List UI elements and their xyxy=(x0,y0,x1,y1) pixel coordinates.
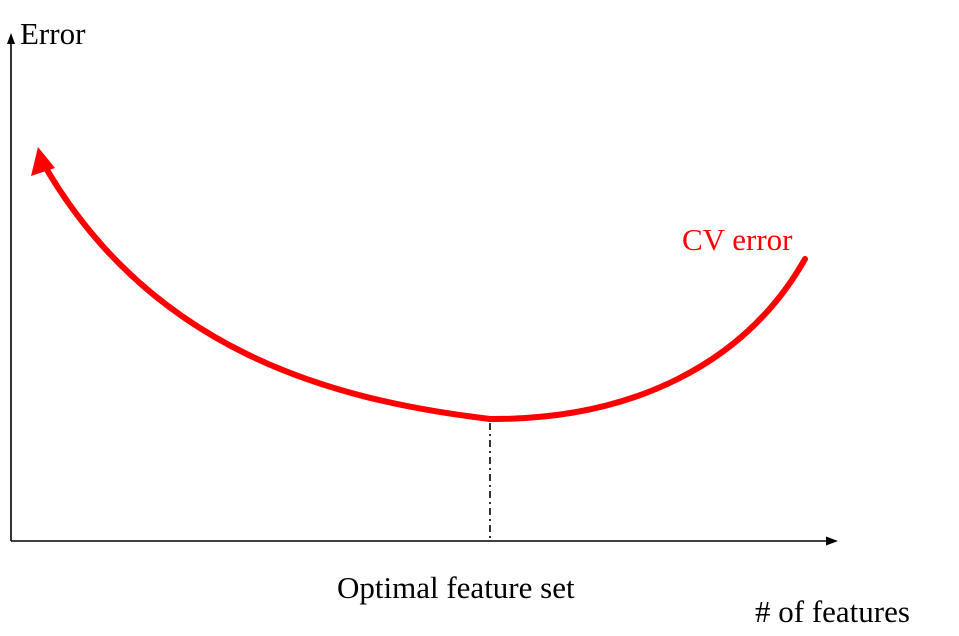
optimal-feature-set-label: Optimal feature set xyxy=(337,570,575,605)
x-axis-label: # of features xyxy=(755,594,910,629)
cv-error-curve xyxy=(40,160,808,423)
cv-error-curve-arrowhead xyxy=(31,147,55,176)
x-axis-arrowhead xyxy=(826,536,838,546)
cv-error-label: CV error xyxy=(682,222,793,257)
y-axis-label: Error xyxy=(20,16,86,51)
y-axis-arrowhead xyxy=(7,33,15,44)
